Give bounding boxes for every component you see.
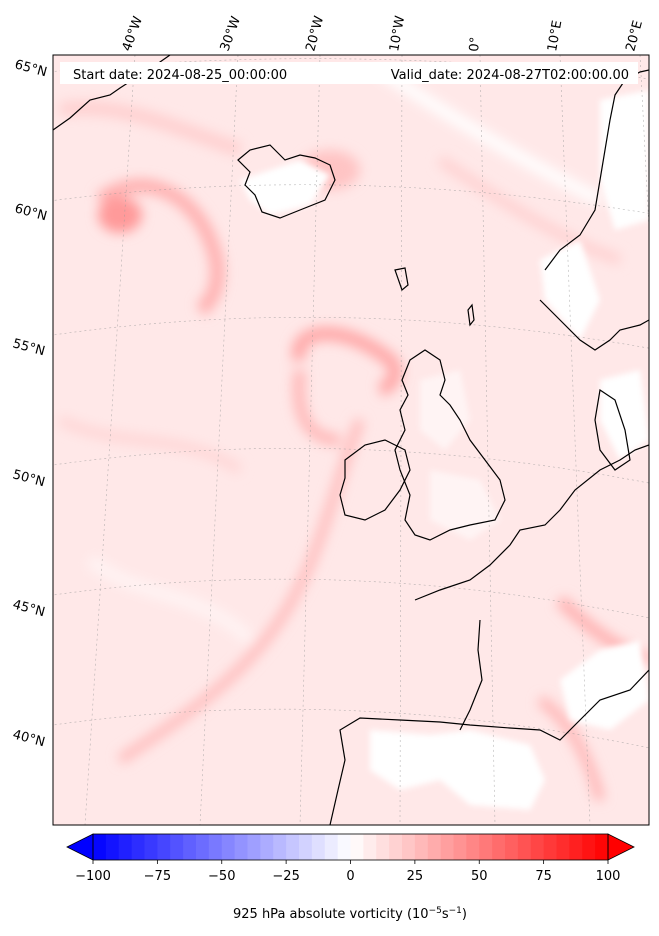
header-background <box>60 62 638 84</box>
colorbar-segment <box>105 834 120 860</box>
colorbar-segment <box>157 834 171 860</box>
colorbar-segment <box>479 834 493 860</box>
colorbar-tick-label: 25 <box>407 869 424 884</box>
colorbar-segment <box>530 834 545 860</box>
france-lowcountries-coast <box>414 444 649 601</box>
colorbar-segment <box>144 834 158 860</box>
longitude-labels: 40°W 30°W 20°W 10°W 0° 10°E 20°E <box>120 14 646 53</box>
lat-label-55n: 55°N <box>11 336 47 359</box>
colorbar-segment <box>170 834 184 860</box>
colorbar-segment <box>543 834 558 860</box>
start-date-label: Start date: 2024-08-25_00:00:00 <box>73 68 287 83</box>
colorbar-segment <box>93 834 107 860</box>
colorbar-segment <box>131 834 146 860</box>
colorbar-max-arrow <box>607 833 635 861</box>
colorbar-segment <box>324 834 339 860</box>
lat-label-50n: 50°N <box>11 467 47 490</box>
biscay-coast <box>459 619 483 731</box>
denmark-coast <box>594 388 631 471</box>
colorbar-segment <box>286 834 300 860</box>
colorbar-segment <box>363 834 377 860</box>
colorbar-segment <box>505 834 519 860</box>
colorbar-segment <box>234 834 249 860</box>
colorbar-segment <box>389 834 403 860</box>
ireland-coast <box>339 439 411 521</box>
lon-label-40w: 40°W <box>120 14 146 53</box>
lat-label-65n: 65°N <box>13 57 49 80</box>
colorbar-segment <box>337 834 352 860</box>
colorbar-segment <box>440 834 455 860</box>
lon-label-20w: 20°W <box>303 14 327 53</box>
lon-label-30w: 30°W <box>218 14 244 53</box>
colorbar-segment <box>183 834 197 860</box>
colorbar-min-arrow <box>66 833 94 861</box>
latitude-labels: 65°N 60°N 55°N 50°N 45°N 40°N <box>11 57 49 750</box>
colorbar-segment <box>517 834 532 860</box>
colorbar-tick-label: 0 <box>346 869 354 884</box>
valid-date-label: Valid_date: 2024-08-27T02:00:00.00 <box>391 68 629 83</box>
great-britain-coast <box>394 349 506 541</box>
colorbar-segment <box>376 834 390 860</box>
colorbar-label: 925 hPa absolute vorticity (10−5s−1) <box>233 906 467 922</box>
colorbar-segment <box>208 834 223 860</box>
colorbar-segment <box>466 834 480 860</box>
colorbar-ticks: −100 −75 −50 −25 0 25 50 75 100 <box>75 860 620 884</box>
lon-label-10e: 10°E <box>545 19 565 52</box>
colorbar-segment <box>311 834 326 860</box>
faroe-coast <box>394 267 409 292</box>
colorbar-tick-label: −50 <box>208 869 235 884</box>
lon-label-10w: 10°W <box>387 15 408 53</box>
colorbar-segment <box>582 834 596 860</box>
colorbar-segment <box>427 834 442 860</box>
lon-label-20e: 20°E <box>623 19 646 53</box>
low-vorticity-regions <box>240 90 649 810</box>
map-border <box>52 54 650 826</box>
vorticity-field <box>57 65 649 802</box>
lat-label-60n: 60°N <box>13 201 49 224</box>
colorbar-segment <box>569 834 583 860</box>
colorbar-segment <box>118 834 133 860</box>
colorbar: −100 −75 −50 −25 0 25 50 75 100 925 hPa absolute… <box>66 833 635 922</box>
colorbar-segment <box>453 834 467 860</box>
colorbar-segment <box>299 834 313 860</box>
lat-label-45n: 45°N <box>11 597 47 620</box>
colorbar-segment <box>402 834 416 860</box>
colorbar-segment <box>260 834 274 860</box>
colorbar-segment <box>556 834 570 860</box>
colorbar-segment <box>196 834 210 860</box>
colorbar-segment <box>414 834 429 860</box>
colorbar-segment <box>273 834 287 860</box>
skagerrak-coast <box>539 299 649 351</box>
colorbar-segment <box>595 834 609 860</box>
graticule <box>53 55 649 825</box>
map-area <box>53 55 649 825</box>
lon-label-0: 0° <box>467 36 483 52</box>
colorbar-tick-label: −25 <box>272 869 299 884</box>
colorbar-segment <box>492 834 506 860</box>
shetland-coast <box>467 303 475 327</box>
colorbar-segment <box>350 834 364 860</box>
colorbar-segment <box>247 834 261 860</box>
iberia-coast <box>329 669 649 825</box>
colorbar-segment <box>221 834 236 860</box>
colorbar-tick-label: 100 <box>596 869 621 884</box>
colorbar-tick-label: 75 <box>535 869 552 884</box>
colorbar-tick-label: −100 <box>75 869 111 884</box>
iceland-coast <box>237 144 336 219</box>
colorbar-segments <box>93 834 609 860</box>
colorbar-tick-label: 50 <box>471 869 488 884</box>
lat-label-40n: 40°N <box>11 727 47 750</box>
colorbar-tick-label: −75 <box>144 869 171 884</box>
